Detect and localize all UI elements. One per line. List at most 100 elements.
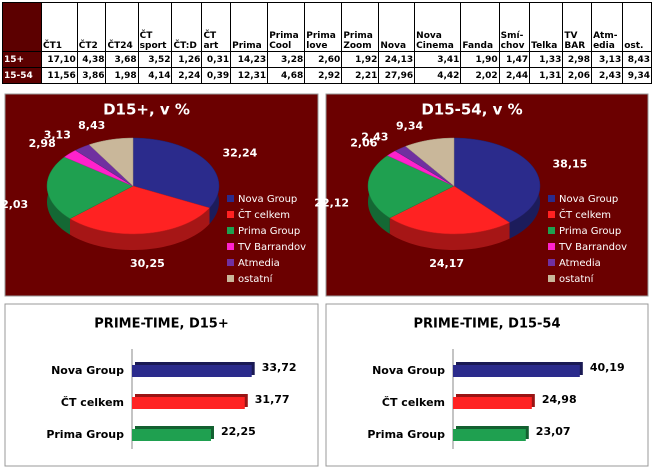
data-label: 3,13	[44, 129, 71, 142]
header-row: ČT1 ČT2 ČT24 ČT sport ČT:D ČT art Prima Prima C…	[2, 2, 652, 52]
data-label: 2,06	[350, 136, 377, 149]
table-cell: 2,43	[591, 67, 624, 84]
data-label: 31,77	[255, 393, 290, 406]
legend-swatch	[227, 211, 234, 218]
category-label: Nova Group	[51, 364, 124, 377]
column-header: Atm- edia	[591, 2, 624, 52]
category-label: Prima Group	[46, 428, 124, 441]
column-header: ČT:D	[171, 2, 203, 52]
column-header: Fanda	[460, 2, 500, 52]
table-cell: 4,14	[137, 67, 173, 84]
pie-slice	[367, 155, 455, 219]
legend-label: TV Barrandov	[237, 242, 306, 253]
legend-label: Nova Group	[238, 194, 297, 205]
data-label: 33,72	[262, 361, 297, 374]
category-label: Prima Group	[367, 428, 445, 441]
corner-cell	[2, 2, 42, 52]
legend-label: Atmedia	[238, 258, 280, 269]
table-cell: 4,42	[414, 67, 462, 84]
category-label: ČT celkem	[382, 396, 445, 409]
bar	[453, 397, 532, 409]
column-header: Telka	[529, 2, 564, 52]
column-header: Prima Zoom	[341, 2, 380, 52]
data-label: 22,25	[221, 425, 256, 438]
legend-label: Atmedia	[559, 258, 601, 269]
category-label: ČT celkem	[61, 396, 124, 409]
table-row: 15-54 11,56 3,86 1,98 4,14 2,24 0,39 12,31 4,68 2…	[2, 67, 652, 84]
pie-slice	[132, 137, 220, 209]
table-body: 15+ 17,10 4,38 3,68 3,52 1,26 0,31 14,23 3,28 2,6…	[2, 51, 652, 84]
column-header: Prima love	[304, 2, 343, 52]
legend-label: Nova Group	[559, 194, 618, 205]
column-header: ČT art	[201, 2, 232, 52]
column-header: ČT1	[41, 2, 78, 52]
row-label: 15-54	[2, 67, 42, 84]
legend-label: ostatní	[238, 273, 274, 285]
column-header: Smí- chov	[498, 2, 531, 52]
column-header: TV BAR	[562, 2, 593, 52]
legend-label: Prima Group	[559, 226, 621, 237]
bar	[453, 365, 580, 377]
table-row: 15+ 17,10 4,38 3,68 3,52 1,26 0,31 14,23 3,28 2,6…	[2, 51, 652, 68]
legend-swatch	[227, 227, 234, 234]
table-cell: 2,21	[341, 67, 380, 84]
pie-slice	[69, 185, 210, 235]
data-label: 30,25	[130, 257, 165, 270]
data-label: 32,24	[223, 146, 258, 159]
legend-swatch	[227, 275, 234, 282]
pie-slice	[453, 137, 541, 223]
table-cell: 11,56	[41, 67, 78, 84]
legend-label: TV Barrandov	[558, 242, 627, 253]
chart-title: D15+, v %	[103, 101, 190, 119]
data-label: 38,15	[553, 158, 588, 171]
data-label: 24,98	[542, 393, 577, 406]
pie-side	[70, 207, 210, 250]
data-label: 23,07	[536, 425, 571, 438]
pie-slice	[46, 156, 134, 219]
chart-title: D15-54, v %	[421, 101, 522, 119]
table-cell: 0,39	[201, 67, 232, 84]
bar	[132, 397, 245, 409]
legend-label: ostatní	[559, 273, 595, 285]
legend-swatch	[227, 195, 234, 202]
column-header: ost.	[622, 2, 652, 52]
legend-swatch	[548, 195, 555, 202]
legend-swatch	[548, 227, 555, 234]
pie-slice	[405, 137, 455, 187]
table-cell: 2,44	[498, 67, 531, 84]
data-label: 22,12	[314, 196, 349, 209]
chart-title: PRIME-TIME, D15-54	[413, 317, 560, 332]
legend-swatch	[548, 243, 555, 250]
bar	[453, 429, 526, 441]
data-label: 22,03	[0, 198, 28, 211]
pie-slice	[389, 185, 511, 235]
legend-label: ČT celkem	[238, 208, 290, 221]
bar	[132, 365, 252, 377]
table-cell: 1,31	[529, 67, 564, 84]
legend-swatch	[548, 275, 555, 282]
bar	[132, 429, 211, 441]
legend-label: ČT celkem	[559, 208, 611, 221]
legend-swatch	[548, 211, 555, 218]
data-label: 2,43	[361, 130, 388, 143]
chart-title: PRIME-TIME, D15+	[94, 317, 228, 332]
share-table: ČT1 ČT2 ČT24 ČT sport ČT:D ČT art Prima Prima C…	[2, 2, 652, 84]
category-label: Nova Group	[372, 364, 445, 377]
legend-swatch	[227, 243, 234, 250]
pie-slice	[88, 137, 134, 187]
table-cell: 1,98	[105, 67, 139, 84]
data-label: 8,43	[78, 119, 105, 132]
legend-label: Prima Group	[238, 226, 300, 237]
legend-swatch	[227, 259, 234, 266]
data-label: 40,19	[590, 361, 625, 374]
legend-swatch	[548, 259, 555, 266]
data-label: 24,17	[429, 257, 464, 270]
row-label: 15+	[2, 51, 42, 68]
column-header: Prima Cool	[267, 2, 306, 52]
table-cell: 9,34	[622, 67, 652, 84]
table-cell: 2,24	[171, 67, 203, 84]
data-label: 9,34	[396, 119, 423, 132]
data-label: 2,98	[29, 137, 56, 150]
